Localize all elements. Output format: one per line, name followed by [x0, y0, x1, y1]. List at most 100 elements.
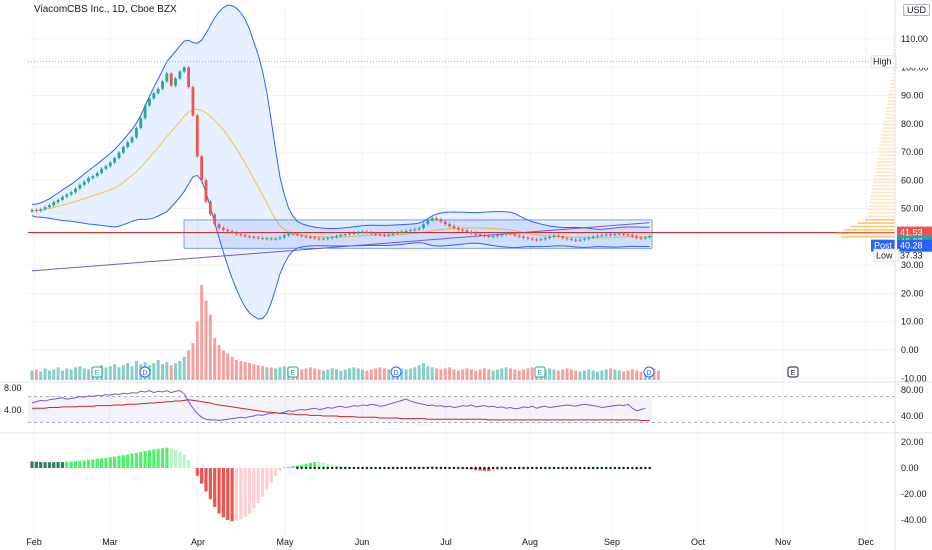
macd-signal-dot [591, 466, 595, 470]
volume-bar [352, 367, 356, 380]
candle-body [152, 93, 156, 99]
macd-signal-dot [335, 466, 338, 470]
macd-signal-dot [296, 466, 299, 470]
event-marker: D [390, 366, 402, 378]
macd-y-tick: 0.00 [901, 463, 919, 473]
volume-bar [330, 368, 334, 380]
volume-bar [600, 370, 604, 380]
candle-body [108, 162, 112, 167]
candle-body [143, 105, 147, 119]
volume-profile-bar [843, 229, 895, 231]
post-price: 40.28 [900, 241, 923, 251]
macd-bar [243, 468, 247, 517]
candle-body [613, 234, 617, 236]
volume-profile-bar [872, 185, 895, 187]
volume-profile-bar [886, 103, 895, 106]
volume-bar [178, 361, 182, 380]
macd-signal-dot [309, 466, 312, 470]
candle-body [469, 231, 473, 233]
volume-bar [417, 365, 421, 380]
volume-bar [378, 367, 382, 380]
event-label: E [538, 370, 543, 377]
volume-bar [604, 369, 608, 380]
macd-bar [204, 468, 208, 492]
macd-bar [291, 466, 295, 468]
macd-bar [495, 468, 500, 471]
macd-bar [65, 461, 69, 468]
candle-body [413, 229, 417, 231]
price-y-tick: 20.00 [901, 288, 924, 298]
low-label: Low [876, 250, 893, 260]
volume-bar [400, 368, 404, 380]
candle-body [378, 234, 382, 236]
macd-signal-dot [304, 466, 308, 470]
volume-profile-bar [892, 69, 895, 72]
macd-bar [39, 462, 43, 468]
candle-body [513, 234, 517, 236]
candle-body [535, 239, 538, 241]
volume-profile-bar [836, 232, 895, 235]
macd-bar [69, 461, 73, 468]
price-y-tick: 10.00 [901, 317, 924, 327]
currency-button[interactable]: USD [903, 4, 931, 16]
volume-profile-bar [841, 235, 895, 238]
macd-signal-dot [339, 466, 343, 470]
macd-signal-dot [635, 466, 638, 470]
macd-signal-dot [500, 466, 503, 470]
volume-bar [265, 367, 269, 380]
macd-bar [56, 462, 60, 468]
candle-body [452, 226, 456, 228]
candle-body [165, 73, 169, 82]
macd-bar [200, 468, 204, 484]
macd-bar [247, 468, 252, 514]
volume-bar [504, 367, 508, 380]
event-marker: E [787, 366, 799, 378]
volume-bar [187, 350, 191, 380]
x-tick-label: Nov [775, 537, 792, 547]
candle-body [213, 214, 217, 225]
candle-body [422, 224, 425, 229]
volume-bar [74, 367, 77, 380]
macd-signal-dot [518, 466, 521, 470]
volume-profile-bar [892, 73, 895, 75]
candle-body [552, 235, 556, 237]
macd-bar [187, 460, 191, 468]
macd-signal-dot [509, 466, 512, 470]
macd-signal-dot [587, 466, 590, 470]
price-y-tick: -10.00 [901, 373, 927, 383]
volume-profile-bar [877, 154, 895, 157]
x-tick-label: Oct [691, 537, 706, 547]
volume-profile-bar [893, 49, 895, 51]
candle-body [95, 173, 99, 177]
volume-profile-bar [882, 127, 895, 129]
macd-signal-dot [426, 466, 430, 470]
dividend-icon [139, 366, 151, 378]
macd-signal-dot [409, 466, 412, 470]
volume-bar [69, 369, 73, 380]
volume-bar [152, 363, 156, 380]
macd-signal-dot [526, 466, 530, 470]
macd-bar [478, 468, 482, 471]
volume-profile-bar [868, 205, 895, 207]
macd-bar [43, 462, 47, 468]
macd-signal-dot [370, 466, 373, 470]
earnings-icon [287, 366, 299, 378]
macd-bar [313, 462, 317, 468]
macd-signal-dot [391, 466, 395, 470]
candle-body [161, 81, 164, 89]
volume-profile-bar [893, 52, 895, 55]
volume-profile-bar [876, 161, 895, 163]
volume-bar [500, 368, 504, 380]
candle-body [230, 231, 234, 233]
volume-profile-bar [871, 191, 895, 194]
volume-bar [474, 370, 478, 380]
volume-bar [78, 366, 82, 380]
candle-body [282, 235, 286, 238]
macd-bar [230, 468, 234, 522]
event-label: E [291, 370, 296, 377]
macd-bar [126, 454, 130, 468]
candle-body [269, 238, 273, 240]
